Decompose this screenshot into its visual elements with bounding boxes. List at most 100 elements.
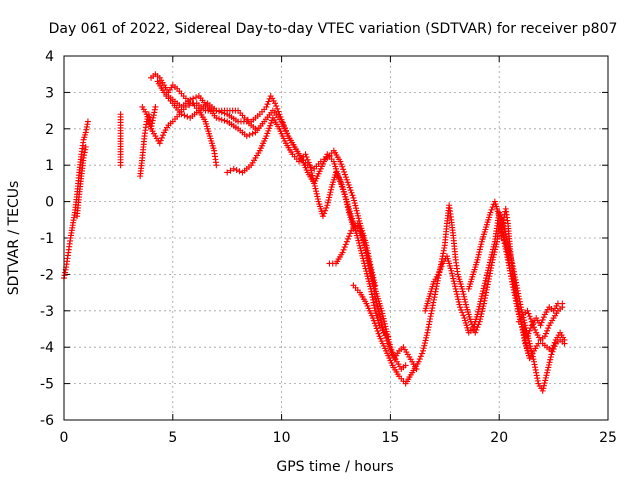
data-point — [479, 290, 486, 297]
data-point — [324, 202, 331, 209]
x-tick-label: 20 — [490, 430, 508, 446]
data-point — [342, 193, 349, 200]
data-point — [448, 267, 455, 274]
data-point — [218, 116, 225, 123]
data-point — [276, 111, 283, 118]
data-point — [339, 163, 346, 170]
y-tick-label: -3 — [40, 304, 54, 320]
data-point — [473, 326, 480, 333]
data-points — [61, 71, 568, 394]
data-point — [448, 270, 455, 277]
data-point — [530, 356, 537, 363]
data-point — [450, 278, 457, 285]
data-point — [314, 193, 321, 200]
y-tick-labels: -6 -5 -4 -3 -2 -1 0 1 2 3 4 — [40, 49, 54, 429]
data-point — [547, 356, 554, 363]
data-point — [476, 301, 483, 308]
data-point — [539, 387, 546, 394]
data-point — [246, 131, 253, 138]
data-point — [366, 263, 373, 270]
data-point — [455, 296, 462, 303]
data-point — [540, 385, 547, 392]
data-point — [310, 177, 317, 184]
data-point — [264, 101, 271, 108]
data-point — [156, 140, 163, 147]
data-point — [529, 321, 536, 328]
data-point — [544, 369, 551, 376]
data-point — [526, 313, 533, 320]
data-point — [420, 347, 427, 354]
data-point — [306, 162, 313, 169]
data-point — [484, 269, 491, 276]
data-point — [187, 96, 194, 103]
data-point — [181, 112, 188, 119]
data-point — [485, 267, 492, 274]
data-point — [543, 372, 550, 379]
data-point — [423, 334, 430, 341]
x-tick-label: 25 — [599, 430, 617, 446]
data-point — [483, 275, 490, 282]
series-3 — [117, 111, 124, 169]
data-point — [544, 367, 551, 374]
data-point — [265, 98, 272, 105]
data-point — [478, 293, 485, 300]
data-point — [487, 256, 494, 263]
data-point — [307, 164, 314, 171]
data-point — [309, 175, 316, 182]
data-point — [478, 241, 485, 248]
data-point — [117, 162, 124, 169]
data-point — [490, 243, 497, 250]
data-point — [384, 333, 391, 340]
plot-frame — [63, 55, 609, 421]
data-point — [540, 382, 547, 389]
data-point — [375, 330, 382, 337]
data-point — [343, 176, 350, 183]
data-point — [378, 307, 385, 314]
data-point — [488, 206, 495, 213]
data-point — [82, 144, 89, 150]
data-point — [369, 276, 376, 283]
data-point — [462, 298, 469, 305]
data-point — [379, 321, 386, 328]
y-tick-label: 4 — [45, 49, 54, 65]
y-tick-label: -5 — [40, 377, 54, 393]
data-point — [374, 303, 381, 310]
data-point — [449, 272, 456, 279]
data-point — [548, 347, 555, 354]
data-point — [345, 206, 352, 213]
data-point — [388, 346, 395, 353]
data-point — [385, 336, 392, 343]
data-point — [379, 313, 386, 319]
data-point — [322, 207, 329, 214]
data-point — [213, 162, 220, 169]
data-point — [274, 105, 281, 112]
data-point — [452, 285, 459, 292]
x-axis-label: GPS time / hours — [276, 459, 393, 475]
data-point — [525, 310, 532, 317]
data-point — [475, 308, 482, 315]
data-point — [472, 329, 479, 336]
data-point — [488, 251, 495, 258]
data-point — [460, 291, 467, 298]
data-point — [489, 249, 496, 256]
data-point — [264, 130, 271, 137]
data-point — [303, 154, 310, 161]
data-point — [541, 333, 548, 340]
data-point — [489, 246, 496, 253]
data-point — [460, 312, 467, 319]
data-point — [305, 159, 312, 166]
data-point — [267, 122, 274, 129]
data-point — [478, 295, 485, 302]
data-point — [374, 328, 381, 335]
data-point — [457, 304, 464, 311]
data-point — [152, 103, 159, 110]
data-point — [233, 167, 240, 174]
data-point — [343, 238, 350, 245]
data-point — [547, 354, 554, 361]
data-point — [423, 332, 430, 339]
data-point — [375, 308, 382, 315]
data-point — [323, 204, 330, 211]
data-point — [544, 327, 551, 334]
data-point — [266, 125, 273, 132]
data-point — [324, 199, 331, 206]
